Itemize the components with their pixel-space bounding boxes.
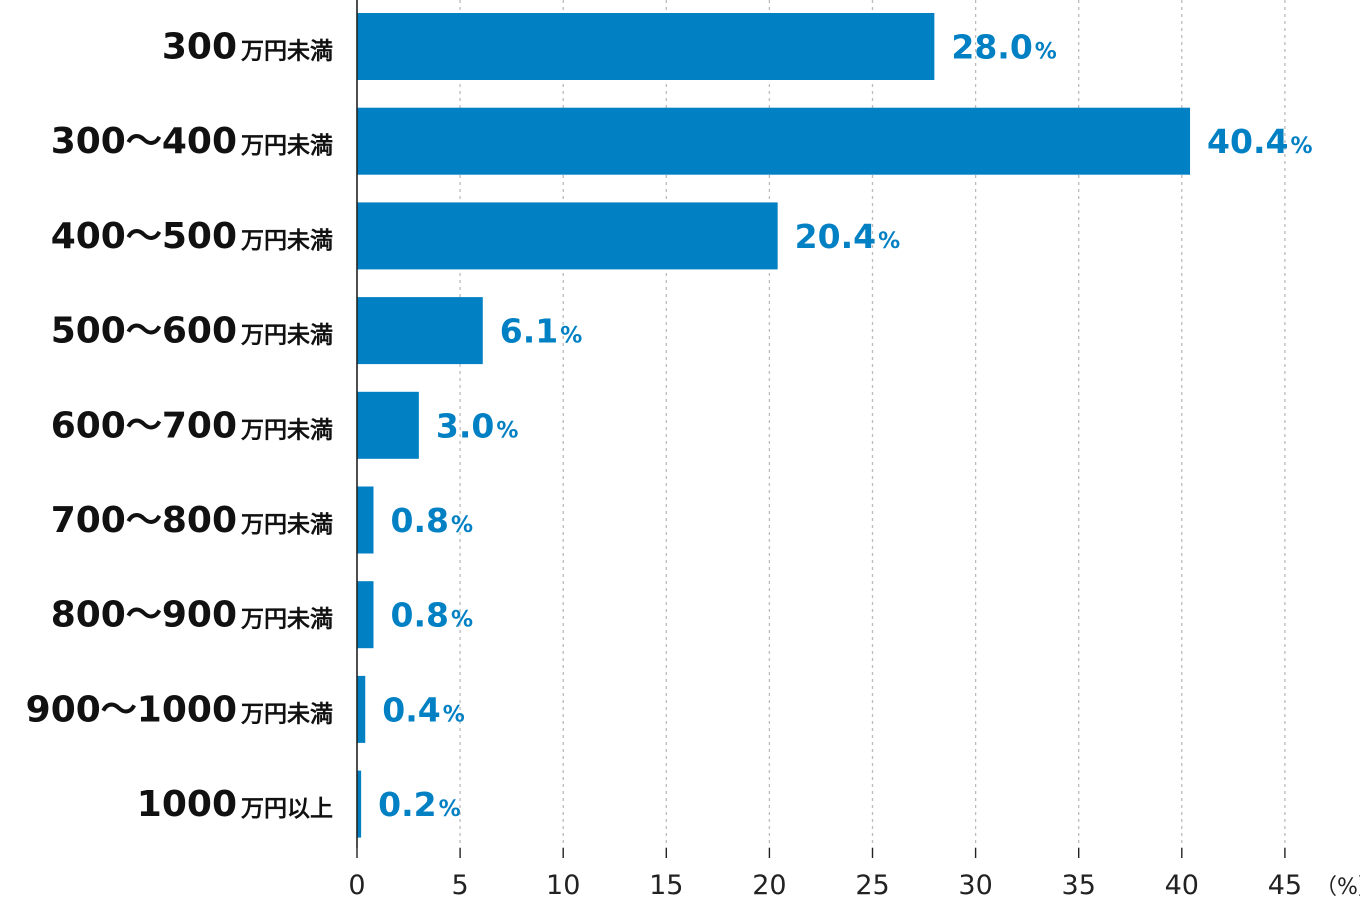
value-label: 40.4% — [1207, 122, 1312, 161]
x-tick-label: 0 — [348, 870, 365, 899]
x-tick-label: 45 — [1268, 870, 1302, 899]
value-number: 0.2 — [378, 785, 436, 824]
bar — [357, 202, 778, 270]
x-tick-label: 20 — [752, 870, 786, 899]
category-label: 300 万円未満 — [162, 27, 333, 68]
category-range: 500～600 — [51, 311, 237, 352]
x-tick-label: 40 — [1165, 870, 1199, 899]
bar — [357, 13, 935, 80]
category-range: 600～700 — [51, 405, 237, 446]
category-unit: 万円未満 — [241, 417, 333, 443]
category-range: 300 — [162, 27, 237, 68]
value-percent: % — [1035, 40, 1057, 65]
bar — [357, 486, 374, 554]
category-label: 600～700 万円未満 — [51, 405, 333, 446]
value-percent: % — [878, 229, 900, 254]
x-axis-unit: （%） — [1315, 875, 1360, 899]
x-tick-label: 25 — [855, 870, 889, 899]
bar — [357, 297, 483, 365]
x-tick-label: 35 — [1062, 870, 1096, 899]
x-tick-label: 10 — [546, 870, 580, 899]
x-tick-label: 30 — [958, 870, 992, 899]
bar — [357, 107, 1191, 175]
value-percent: % — [451, 608, 473, 633]
value-number: 40.4 — [1207, 122, 1288, 161]
bars — [357, 13, 1191, 838]
value-label: 0.2% — [378, 785, 461, 824]
value-number: 28.0 — [951, 28, 1032, 67]
category-unit: 万円以上 — [241, 796, 333, 822]
bar — [357, 675, 366, 743]
category-label: 300～400 万円未満 — [51, 121, 333, 162]
value-number: 0.8 — [390, 501, 448, 540]
category-label: 700～800 万円未満 — [51, 500, 333, 541]
x-tick-label: 5 — [452, 870, 469, 899]
x-tick-label: 15 — [649, 870, 683, 899]
category-range: 700～800 — [51, 500, 237, 541]
value-percent: % — [560, 324, 582, 349]
category-unit: 万円未満 — [241, 607, 333, 633]
x-tick-labels: 0 5 10 15 20 25 30 35 40 45 — [348, 870, 1302, 899]
value-number: 20.4 — [795, 217, 876, 256]
category-range: 400～500 — [51, 216, 237, 257]
value-percent: % — [439, 797, 461, 822]
value-percent: % — [496, 418, 518, 443]
category-label: 1000 万円以上 — [137, 784, 333, 825]
value-percent: % — [1290, 134, 1312, 159]
value-number: 0.8 — [390, 596, 448, 635]
value-label: 6.1% — [500, 312, 583, 351]
value-label: 0.8% — [390, 596, 473, 635]
value-label: 0.4% — [382, 690, 465, 729]
category-unit: 万円未満 — [241, 701, 333, 727]
value-number: 6.1 — [500, 312, 558, 351]
category-range: 800～900 — [51, 595, 237, 636]
category-label: 400～500 万円未満 — [51, 216, 333, 257]
category-unit: 万円未満 — [241, 228, 333, 254]
value-percent: % — [451, 513, 473, 538]
value-number: 0.4 — [382, 690, 440, 729]
bar — [357, 391, 419, 459]
category-label: 800～900 万円未満 — [51, 595, 333, 636]
value-label: 3.0% — [436, 406, 519, 445]
value-number: 3.0 — [436, 406, 494, 445]
axes — [356, 0, 1286, 858]
value-label: 20.4% — [795, 217, 900, 256]
category-unit: 万円未満 — [241, 323, 333, 349]
category-range: 900～1000 — [26, 689, 237, 730]
value-labels: 28.0%40.4%20.4%6.1%3.0%0.8%0.8%0.4%0.2% — [378, 28, 1312, 825]
bar — [357, 581, 374, 649]
category-label: 500～600 万円未満 — [51, 311, 333, 352]
category-label: 900～1000 万円未満 — [26, 689, 333, 730]
bar — [357, 770, 362, 838]
value-label: 28.0% — [951, 28, 1056, 67]
category-range: 1000 — [137, 784, 237, 825]
category-unit: 万円未満 — [241, 133, 333, 159]
category-range: 300～400 — [51, 121, 237, 162]
value-percent: % — [443, 702, 465, 727]
category-unit: 万円未満 — [241, 512, 333, 538]
category-unit: 万円未満 — [241, 39, 333, 65]
value-label: 0.8% — [390, 501, 473, 540]
